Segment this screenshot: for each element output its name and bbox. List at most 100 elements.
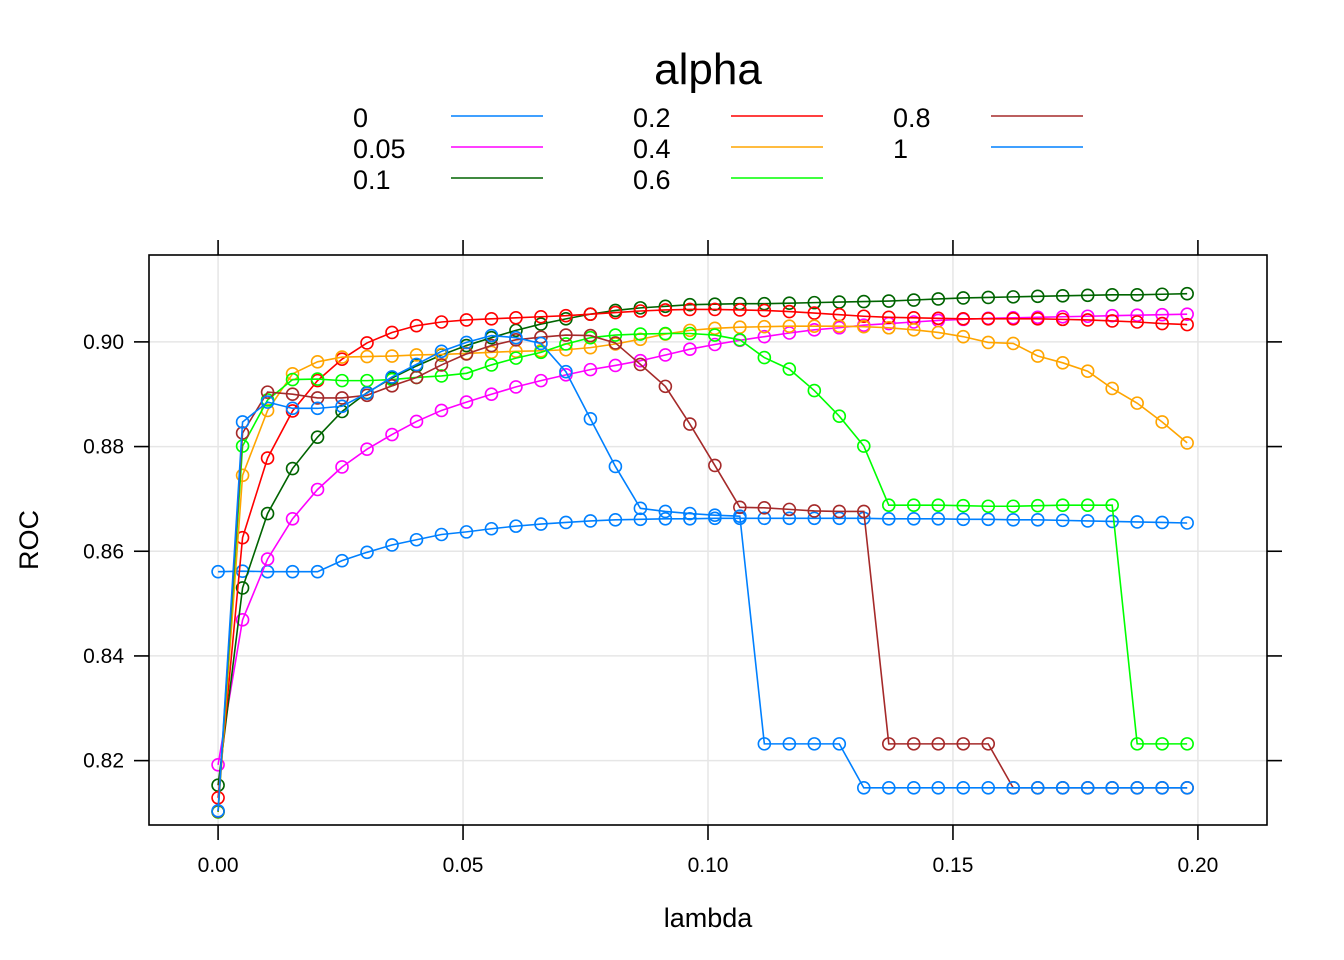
- data-point: [807, 504, 822, 518]
- data-point: [260, 552, 275, 566]
- series-line: [218, 517, 1188, 573]
- data-point: [434, 344, 449, 359]
- data-point: [931, 292, 946, 306]
- data-point: [1055, 356, 1070, 370]
- series-line: [217, 334, 1188, 812]
- data-point: [1180, 781, 1194, 795]
- data-point: [906, 323, 921, 337]
- data-point: [534, 345, 548, 360]
- data-point: [534, 373, 548, 388]
- series-line: [217, 334, 1188, 811]
- data-point: [633, 353, 648, 368]
- data-point: [782, 362, 797, 376]
- data-point: [906, 512, 921, 526]
- data-point: [1006, 336, 1021, 351]
- data-point: [310, 564, 325, 579]
- data-point: [360, 336, 374, 350]
- data-point: [658, 303, 673, 317]
- data-point: [981, 499, 996, 514]
- data-point: [956, 781, 971, 795]
- data-point: [385, 538, 399, 552]
- x-tick-label: 0.15: [933, 854, 974, 877]
- data-point: [1155, 415, 1169, 429]
- data-point: [683, 326, 697, 341]
- data-point: [807, 323, 822, 337]
- data-point: [708, 302, 722, 317]
- data-point: [782, 319, 797, 333]
- legend-entry-label: 0.8: [893, 103, 931, 133]
- data-point: [360, 386, 374, 400]
- data-point: [658, 326, 673, 341]
- data-point: [1030, 349, 1045, 363]
- x-tick-label: 0.05: [443, 854, 484, 877]
- data-point: [310, 401, 325, 416]
- data-point: [981, 781, 996, 795]
- data-point: [385, 427, 399, 442]
- y-tick-label: 0.84: [83, 645, 124, 668]
- data-point: [235, 468, 250, 483]
- data-point: [782, 737, 797, 751]
- data-point: [409, 318, 424, 333]
- series-0.1: [211, 286, 1194, 793]
- data-point: [310, 430, 325, 444]
- data-point: [409, 370, 424, 385]
- data-point: [956, 512, 971, 527]
- data-point: [1030, 312, 1045, 326]
- series-0.8: [211, 328, 1194, 819]
- data-point: [782, 304, 797, 319]
- data-point: [708, 337, 722, 352]
- data-point: [1030, 498, 1045, 513]
- data-point: [981, 335, 996, 350]
- data-point: [1055, 312, 1070, 327]
- data-point: [856, 319, 871, 334]
- legend-entry-label: 0.6: [633, 165, 671, 195]
- data-point: [608, 358, 623, 373]
- data-point: [881, 781, 896, 795]
- data-point: [708, 458, 722, 473]
- data-point: [658, 299, 673, 314]
- data-point: [1080, 514, 1095, 528]
- legend: alpha 00.050.1 0.20.40.6 0.81: [353, 45, 1083, 195]
- data-point: [310, 354, 325, 369]
- data-point: [608, 305, 623, 320]
- data-point: [1180, 286, 1194, 301]
- data-point: [633, 357, 648, 372]
- data-point: [757, 511, 772, 526]
- data-point: [733, 500, 747, 515]
- data-point: [757, 319, 772, 334]
- data-point: [1155, 316, 1169, 331]
- data-point: [658, 379, 673, 394]
- data-point: [509, 311, 523, 325]
- x-axis-label: lambda: [664, 903, 754, 933]
- data-point: [484, 387, 499, 402]
- data-point: [360, 545, 374, 560]
- data-point: [832, 409, 847, 424]
- data-point: [434, 315, 449, 329]
- data-point: [683, 297, 697, 312]
- data-point: [906, 498, 921, 512]
- data-point: [335, 391, 349, 405]
- data-point: [608, 513, 623, 527]
- data-point: [1055, 513, 1070, 528]
- x-tick-label: 0.20: [1177, 854, 1218, 877]
- data-point: [1155, 515, 1169, 530]
- data-point: [1105, 514, 1119, 529]
- data-point: [1130, 781, 1144, 795]
- data-point: [534, 517, 548, 531]
- data-point: [1030, 513, 1045, 527]
- data-point: [683, 342, 697, 357]
- series-0.05: [211, 307, 1194, 772]
- data-point: [1030, 781, 1045, 795]
- data-point: [360, 442, 374, 456]
- data-point: [335, 460, 349, 474]
- series-line: [217, 313, 1188, 765]
- data-point: [1080, 309, 1095, 324]
- data-point: [608, 459, 623, 474]
- data-point: [360, 349, 374, 364]
- data-point: [683, 417, 697, 431]
- data-point: [757, 329, 772, 344]
- series-line: [217, 292, 1188, 786]
- data-point: [1080, 364, 1095, 378]
- data-point: [757, 296, 772, 311]
- data-point: [235, 581, 250, 595]
